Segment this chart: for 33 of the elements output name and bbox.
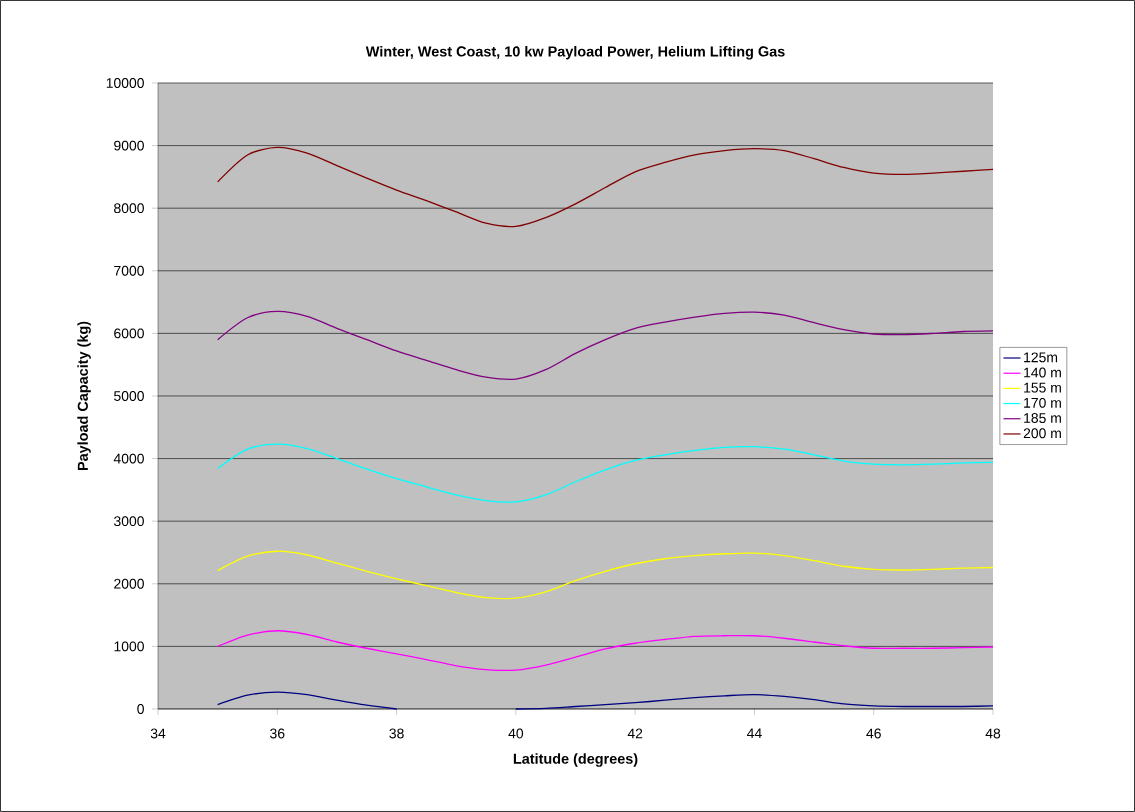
x-tick-label: 46 <box>866 728 881 739</box>
x-tick-label: 38 <box>389 728 404 739</box>
y-tick-label: 4000 <box>113 453 144 464</box>
x-axis-title: Latitude (degrees) <box>513 753 638 767</box>
y-tick-label: 10000 <box>106 78 144 88</box>
x-tick-label: 48 <box>985 728 1001 739</box>
x-tick-label: 40 <box>508 728 524 739</box>
y-tick-label: 8000 <box>114 203 144 214</box>
legend-label: 155 m <box>1024 382 1061 393</box>
y-tick-label: 0 <box>137 704 144 714</box>
x-tick-label: 44 <box>747 728 762 739</box>
x-tick-label: 36 <box>270 728 285 739</box>
y-tick-label: 2000 <box>114 578 144 589</box>
line-series <box>217 443 994 503</box>
x-tick-label: 42 <box>627 728 643 739</box>
line-series <box>217 630 994 672</box>
legend-label: 125m <box>1024 352 1058 363</box>
y-tick-label: 1000 <box>114 641 144 652</box>
chart-title: Winter, West Coast, 10 kw Payload Power, Helium Lifting Gas <box>365 45 785 60</box>
legend-label: 185 m <box>1024 413 1061 423</box>
y-tick-label: 6000 <box>114 328 144 339</box>
x-tick-label: 34 <box>150 728 166 739</box>
y-tick-label: 9000 <box>114 140 144 151</box>
legend-label: 200 m <box>1023 428 1061 439</box>
line-series <box>217 146 994 228</box>
line-series <box>217 310 994 380</box>
y-axis-title: Payload Capacity (kg) <box>77 321 91 471</box>
y-tick-label: 5000 <box>114 391 144 401</box>
y-tick-label: 3000 <box>113 516 144 527</box>
legend-label: 170 m <box>1024 397 1061 408</box>
line-series <box>217 550 994 600</box>
legend-label: 140 m <box>1024 367 1061 378</box>
y-tick-label: 7000 <box>114 265 144 276</box>
